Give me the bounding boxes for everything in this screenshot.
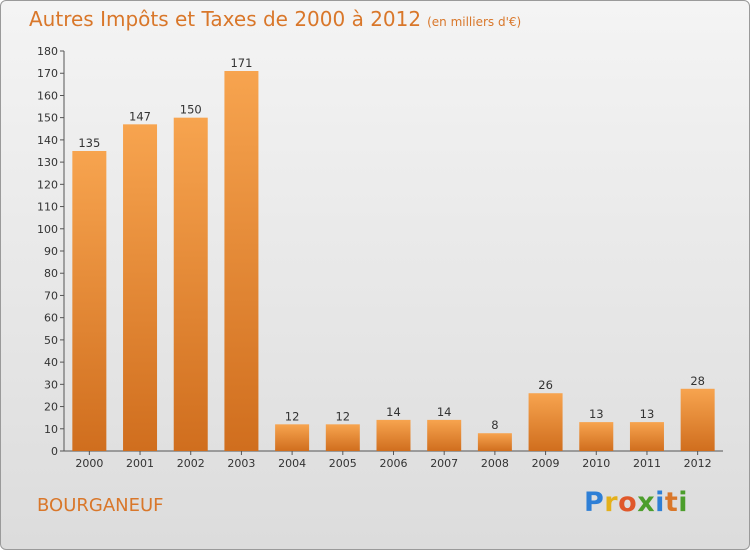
y-tick-label: 140 xyxy=(37,134,58,147)
bar xyxy=(275,424,310,451)
y-tick-label: 10 xyxy=(44,423,58,436)
logo-letter: x xyxy=(637,487,656,518)
logo-letter: r xyxy=(604,487,619,518)
logo-letter: i xyxy=(655,487,665,518)
proxiti-logo: Proxiti xyxy=(584,487,688,518)
x-tick-label: 2010 xyxy=(582,457,610,470)
logo-letter: o xyxy=(618,487,638,518)
x-tick-label: 2007 xyxy=(430,457,458,470)
y-tick-label: 50 xyxy=(44,334,58,347)
x-tick-label: 2009 xyxy=(532,457,560,470)
bar xyxy=(629,422,664,451)
bar xyxy=(325,424,360,451)
y-tick-label: 130 xyxy=(37,156,58,169)
bar-value-label: 150 xyxy=(180,103,202,117)
y-tick-label: 20 xyxy=(44,401,58,414)
bar xyxy=(173,117,208,452)
y-tick-label: 170 xyxy=(37,67,58,80)
bar-value-label: 171 xyxy=(230,56,252,70)
logo-letter: P xyxy=(584,487,605,518)
logo-letter: t xyxy=(664,487,679,518)
x-tick-label: 2006 xyxy=(380,457,408,470)
y-tick-label: 0 xyxy=(51,445,58,458)
chart-title-text: Autres Impôts et Taxes de 2000 à 2012 xyxy=(29,7,422,31)
x-tick-label: 2008 xyxy=(481,457,509,470)
x-tick-label: 2002 xyxy=(177,457,205,470)
y-tick-label: 70 xyxy=(44,289,58,302)
y-tick-label: 100 xyxy=(37,223,58,236)
bar xyxy=(680,388,715,451)
x-tick-label: 2001 xyxy=(126,457,154,470)
bar-value-label: 28 xyxy=(690,374,705,388)
axes: 0 10 20 30 40 50 60 70 80 90 100 110 120 130 140 150 160… xyxy=(37,45,723,470)
chart-title: Autres Impôts et Taxes de 2000 à 2012 (en… xyxy=(29,7,521,31)
y-tick-label: 40 xyxy=(44,356,58,369)
logo-letter: i xyxy=(678,487,689,518)
bar xyxy=(123,124,158,451)
bar-value-label: 12 xyxy=(285,409,300,423)
chart-unit: (en milliers d'€) xyxy=(427,15,522,29)
bar-value-label: 147 xyxy=(129,109,151,123)
y-tick-label: 30 xyxy=(44,378,58,391)
bar xyxy=(477,433,512,451)
x-tick-label: 2004 xyxy=(278,457,306,470)
bar xyxy=(72,151,107,451)
bar xyxy=(224,71,259,451)
bar xyxy=(579,422,614,451)
y-tick-label: 160 xyxy=(37,89,58,102)
y-tick-label: 60 xyxy=(44,312,58,325)
y-tick-label: 80 xyxy=(44,267,58,280)
x-tick-label: 2003 xyxy=(227,457,255,470)
bars xyxy=(72,71,715,452)
y-tick-label: 110 xyxy=(37,201,58,214)
y-tick-label: 150 xyxy=(37,112,58,125)
commune-name: BOURGANEUF xyxy=(37,495,164,516)
x-tick-label: 2011 xyxy=(633,457,661,470)
bar xyxy=(376,419,411,451)
bar-value-label: 26 xyxy=(538,378,553,392)
bar-value-label: 13 xyxy=(589,407,604,421)
bar-value-label: 14 xyxy=(437,405,452,419)
y-tick-label: 180 xyxy=(37,45,58,58)
bar-value-label: 135 xyxy=(78,136,100,150)
bar xyxy=(427,419,462,451)
x-tick-label: 2000 xyxy=(75,457,103,470)
x-tick-label: 2012 xyxy=(684,457,712,470)
bar-value-label: 13 xyxy=(640,407,655,421)
bar xyxy=(528,393,563,451)
bar-value-label: 14 xyxy=(386,405,401,419)
bar-value-label: 12 xyxy=(335,409,350,423)
bar-value-label: 8 xyxy=(491,418,498,432)
labels: 135 147 150 171 12 12 14 14 8 26 13 13 28 xyxy=(78,56,705,432)
x-tick-label: 2005 xyxy=(329,457,357,470)
y-tick-label: 90 xyxy=(44,245,58,258)
y-tick-label: 120 xyxy=(37,178,58,191)
